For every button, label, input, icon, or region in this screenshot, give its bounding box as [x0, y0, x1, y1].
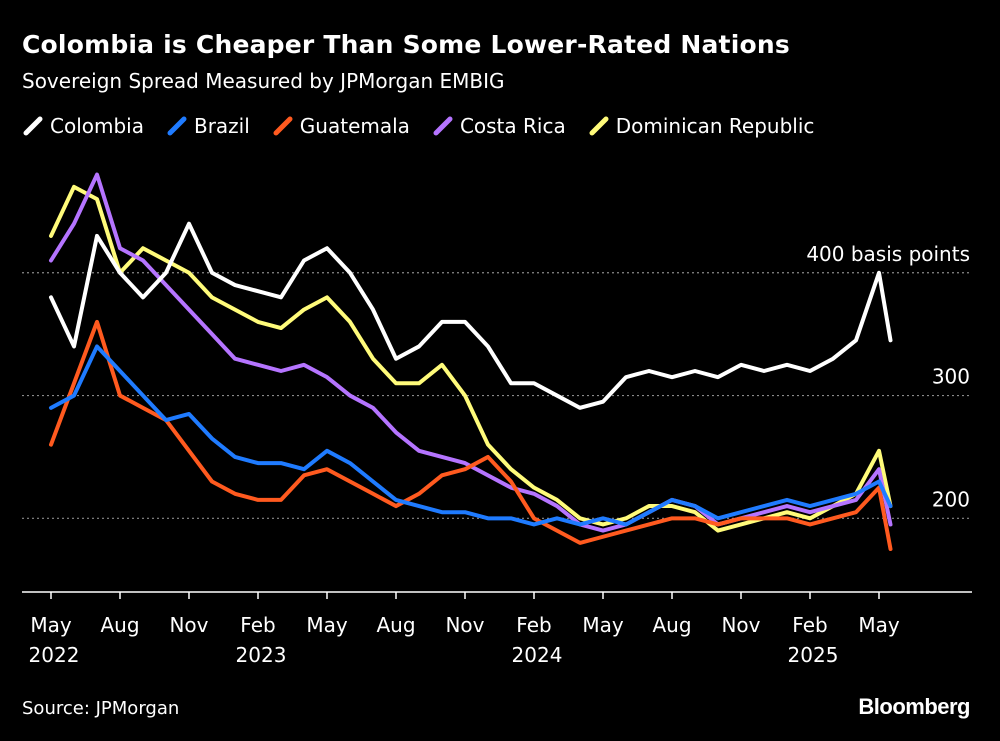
- series-line-costa-rica: [49, 172, 893, 533]
- legend-label-colombia: Colombia: [50, 114, 144, 138]
- legend-label-dominican-republic: Dominican Republic: [615, 114, 815, 138]
- x-tick-year-3: 2023: [236, 643, 287, 667]
- x-tick-label-12: May: [858, 613, 900, 637]
- gridline-label-200: 200: [932, 487, 970, 511]
- chart-subtitle: Sovereign Spread Measured by JPMorgan EM…: [22, 69, 505, 93]
- x-tick-label-7: Feb: [516, 613, 551, 637]
- x-tick-label-3: Feb: [240, 613, 275, 637]
- bloomberg-logo: Bloomberg: [858, 694, 970, 719]
- series-line-brazil: [49, 344, 893, 527]
- x-tick-label-0: May: [30, 613, 72, 637]
- legend: Colombia Brazil Guatemala Costa Rica Dom…: [22, 114, 836, 138]
- series-line-colombia: [49, 221, 893, 410]
- x-tick-label-1: Aug: [100, 613, 139, 637]
- x-tick-label-6: Nov: [445, 613, 484, 637]
- legend-label-brazil: Brazil: [193, 114, 250, 138]
- legend-swatch-costa-rica: [432, 115, 454, 137]
- x-tick-label-2: Nov: [169, 613, 208, 637]
- legend-label-costa-rica: Costa Rica: [459, 114, 566, 138]
- legend-item-brazil: Brazil: [166, 114, 250, 138]
- legend-item-costa-rica: Costa Rica: [432, 114, 566, 138]
- x-tick-label-8: May: [582, 613, 624, 637]
- x-tick-label-5: Aug: [376, 613, 415, 637]
- x-tick-year-11: 2025: [788, 643, 839, 667]
- gridline-label-400: 400 basis points: [806, 242, 970, 266]
- gridline-label-300: 300: [932, 365, 970, 389]
- chart-title: Colombia is Cheaper Than Some Lower-Rate…: [22, 30, 790, 59]
- series-line-guatemala: [49, 319, 893, 552]
- legend-item-dominican-republic: Dominican Republic: [588, 114, 815, 138]
- series-line-dominican-republic: [49, 184, 893, 533]
- x-tick-label-4: May: [306, 613, 348, 637]
- legend-swatch-brazil: [166, 115, 188, 137]
- x-tick-label-10: Nov: [721, 613, 760, 637]
- legend-swatch-guatemala: [272, 115, 294, 137]
- source-note: Source: JPMorgan: [22, 698, 180, 719]
- legend-swatch-dominican-republic: [588, 115, 610, 137]
- x-tick-year-0: 2022: [29, 643, 80, 667]
- legend-item-guatemala: Guatemala: [272, 114, 410, 138]
- legend-label-guatemala: Guatemala: [299, 114, 410, 138]
- x-tick-label-11: Feb: [792, 613, 827, 637]
- legend-swatch-colombia: [22, 115, 44, 137]
- x-tick-label-9: Aug: [652, 613, 691, 637]
- legend-item-colombia: Colombia: [22, 114, 144, 138]
- x-tick-year-7: 2024: [512, 643, 563, 667]
